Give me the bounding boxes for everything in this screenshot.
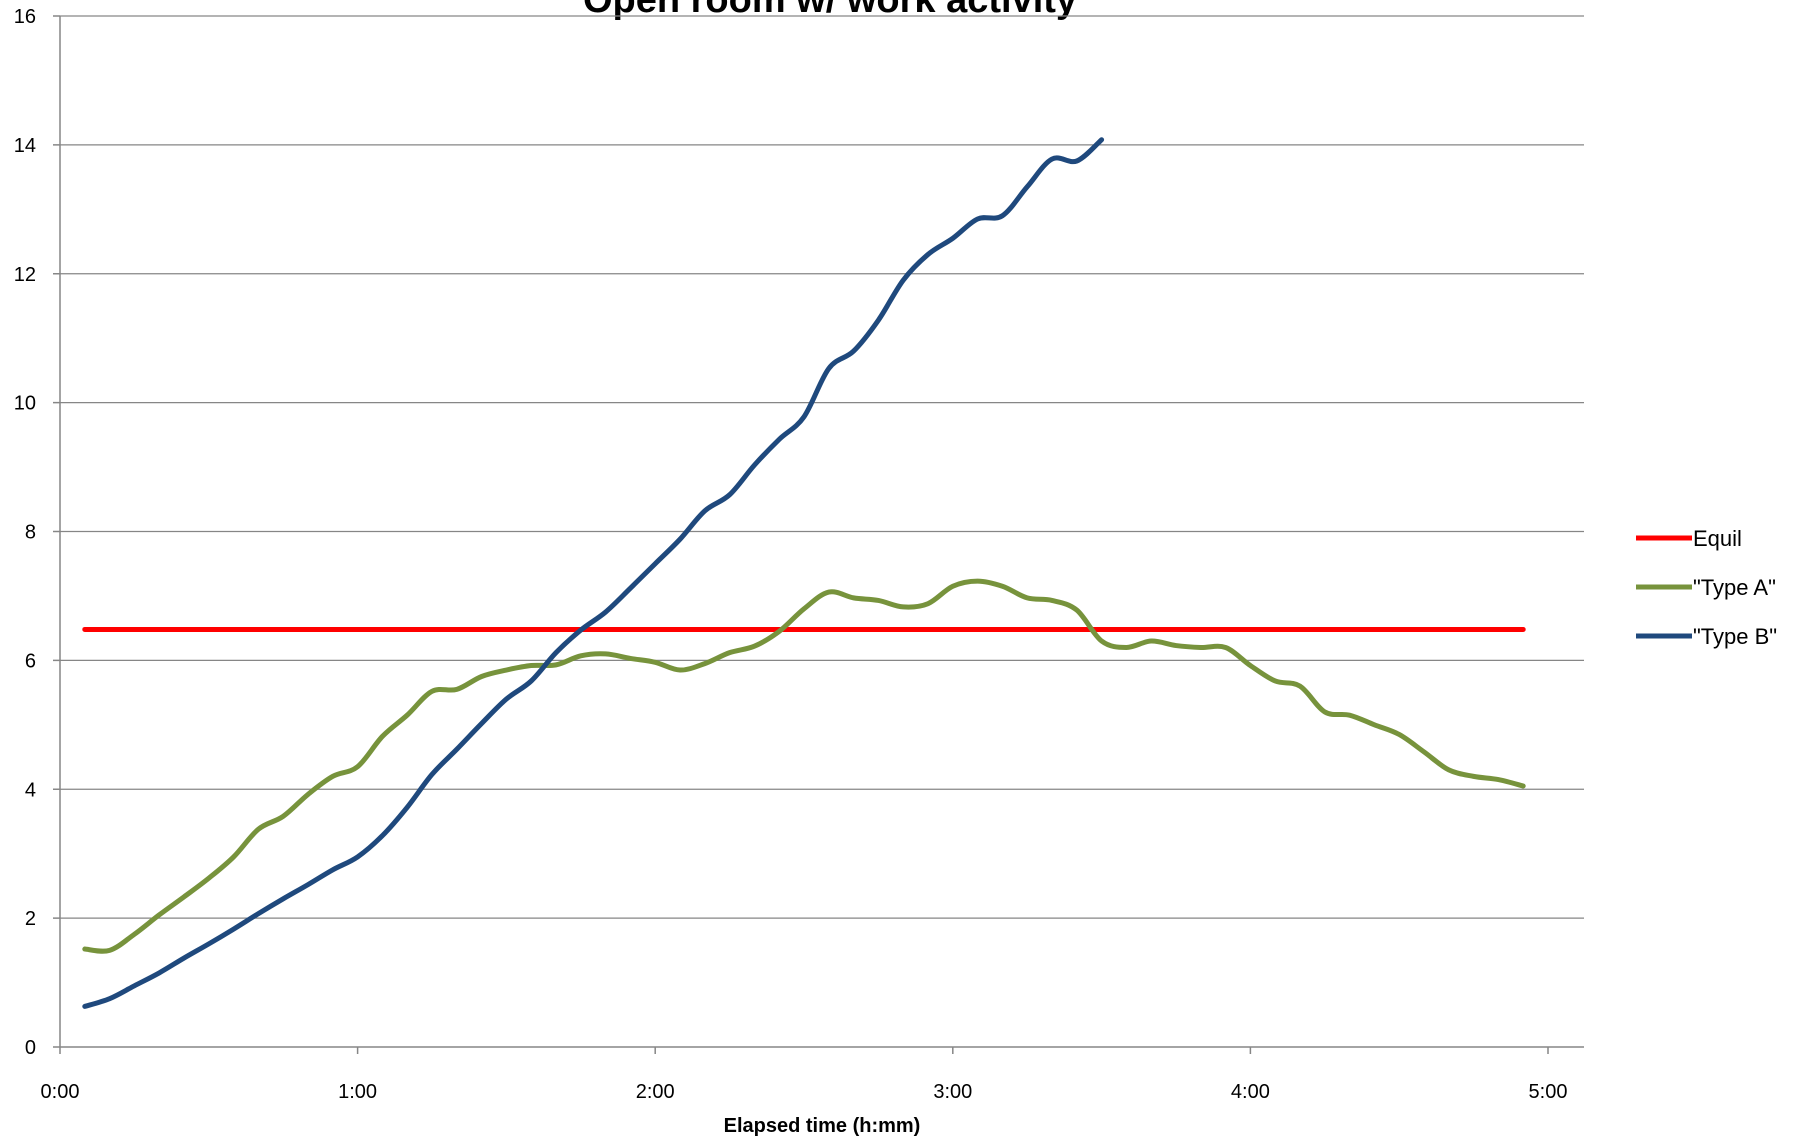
legend-item-type-b: "Type B": [1636, 624, 1777, 649]
axes: [53, 15, 1584, 1054]
legend: Equil "Type A" "Type B": [1636, 526, 1777, 649]
legend-label: "Type A": [1693, 575, 1776, 600]
legend-item-type-a: "Type A": [1636, 575, 1776, 600]
y-tick-label: 16: [14, 6, 36, 28]
x-tick-label: 5:00: [1529, 1081, 1568, 1103]
gridlines: [60, 15, 1584, 919]
x-tick-label: 4:00: [1231, 1081, 1270, 1103]
x-tick-label: 0:00: [41, 1081, 80, 1103]
y-tick-label: 2: [25, 908, 36, 930]
x-axis-title: Elapsed time (h:mm): [724, 1115, 921, 1137]
legend-label: Equil: [1693, 526, 1742, 551]
x-tick-label: 1:00: [338, 1081, 377, 1103]
series-line-type-b: [82, 137, 1105, 1009]
legend-item-equil: Equil: [1636, 526, 1742, 551]
series-line-type-a: [82, 578, 1526, 954]
y-tick-label: 8: [25, 522, 36, 544]
y-tick-label: 6: [25, 650, 36, 672]
y-tick-label: 12: [14, 264, 36, 286]
legend-label: "Type B": [1693, 624, 1777, 649]
x-tick-label: 3:00: [933, 1081, 972, 1103]
y-tick-label: 4: [25, 779, 36, 801]
x-tick-label: 2:00: [636, 1081, 675, 1103]
tick-labels: 0 2 4 6 8 10 12 14 16 0:00 1:00 2:00 3:00 4:00 5:00: [14, 6, 1568, 1103]
y-tick-label: 14: [14, 135, 36, 157]
y-tick-label: 10: [14, 393, 36, 415]
chart-title: Open room w/ work activity: [583, 0, 1077, 21]
y-tick-label: 0: [25, 1037, 36, 1059]
series-lines: [82, 137, 1526, 1009]
